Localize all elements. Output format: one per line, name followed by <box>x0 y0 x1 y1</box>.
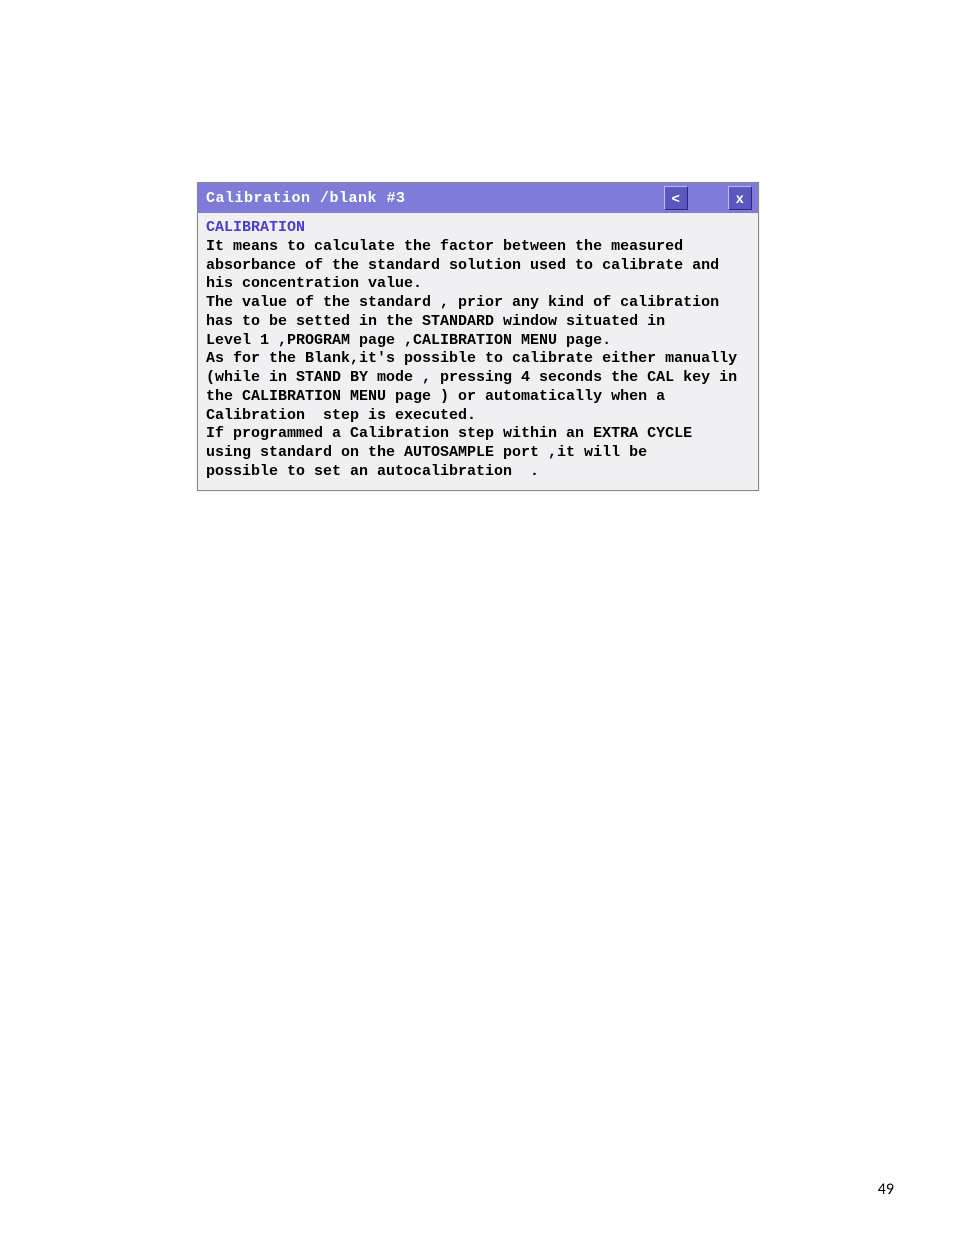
dialog-window: Calibration /blank #3 < x CALIBRATION It… <box>197 182 759 491</box>
page-number: 49 <box>878 1180 894 1199</box>
content-area: CALIBRATION It means to calculate the fa… <box>198 213 758 490</box>
close-icon: x <box>736 190 744 206</box>
content-heading: CALIBRATION <box>206 219 305 236</box>
window-title: Calibration /blank #3 <box>206 190 658 207</box>
content-body: It means to calculate the factor between… <box>206 238 737 480</box>
chevron-left-icon: < <box>672 190 681 206</box>
back-button[interactable]: < <box>664 186 688 210</box>
close-button[interactable]: x <box>728 186 752 210</box>
titlebar: Calibration /blank #3 < x <box>198 183 758 213</box>
